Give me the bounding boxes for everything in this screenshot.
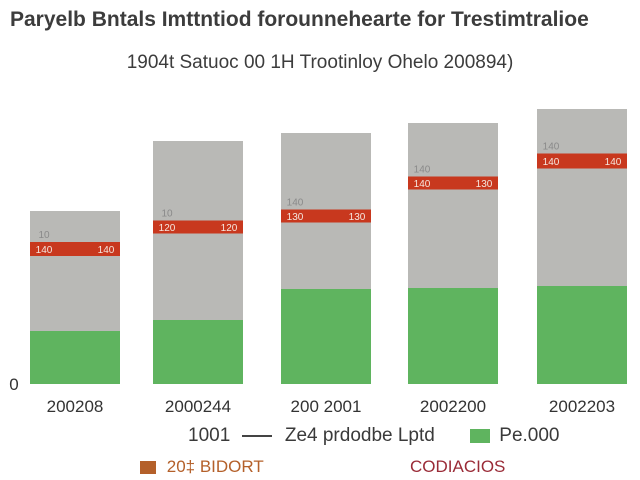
band-top-label: 10 xyxy=(161,209,173,220)
band-label-right: 130 xyxy=(476,179,493,190)
x-tick-label: 2000244 xyxy=(165,397,231,416)
legend-bottom-left: 20‡ BIDORT xyxy=(140,457,264,477)
band-label-right: 120 xyxy=(221,223,238,234)
legend-line-prefix: 1001 xyxy=(188,425,231,446)
bar-segment-grey xyxy=(30,211,120,331)
band-label-right: 140 xyxy=(98,245,115,256)
band-label-left: 130 xyxy=(287,212,304,223)
bar-segment-green xyxy=(408,288,498,384)
legend-bottom-left-label: 20‡ BIDORT xyxy=(166,457,264,476)
legend-bottom-right-label: CODIACIOS xyxy=(410,457,506,476)
bar-marker-band xyxy=(537,153,627,169)
band-label-left: 140 xyxy=(414,179,431,190)
bar-marker-band xyxy=(281,209,371,223)
legend-line-label: Ze4 prdodbe Lptd xyxy=(284,425,435,446)
x-tick-label: 2002203 xyxy=(549,397,615,416)
band-label-left: 140 xyxy=(543,157,560,168)
bar-marker-band xyxy=(30,242,120,256)
band-top-label: 140 xyxy=(543,142,560,153)
x-tick-label: 2002200 xyxy=(420,397,486,416)
y-tick-label: 0 xyxy=(9,375,18,394)
bar-segment-grey xyxy=(537,109,627,286)
band-top-label: 10 xyxy=(38,230,50,241)
bar-segment-green xyxy=(153,320,243,384)
legend-orange-swatch xyxy=(140,461,156,475)
band-label-right: 140 xyxy=(605,157,622,168)
band-label-left: 140 xyxy=(36,245,53,256)
x-tick-label: 200208 xyxy=(47,397,104,416)
bar-segment-green xyxy=(30,331,120,384)
chart-subtitle: 1904t Satuoc 00 1H Trootinloy Ohelo 2008… xyxy=(126,52,514,73)
chart-title: Paryelb Bntals Imttntiod forounnehearte … xyxy=(10,8,589,31)
band-label-left: 120 xyxy=(159,223,176,234)
bar-marker-band xyxy=(408,176,498,190)
legend-green-swatch xyxy=(470,428,490,443)
bar-segment-green xyxy=(281,289,371,384)
bar-marker-band xyxy=(153,220,243,234)
legend-green-label: Pe.000 xyxy=(499,425,560,446)
bar-segment-grey xyxy=(408,123,498,288)
x-tick-label: 200 2001 xyxy=(291,397,362,416)
legend-green-entry: Pe.000 xyxy=(470,425,560,447)
band-label-right: 130 xyxy=(349,212,366,223)
legend-line-icon xyxy=(241,434,272,437)
legend-bottom-right: CODIACIOS xyxy=(410,457,505,477)
bar-segment-green xyxy=(537,286,627,384)
band-top-label: 140 xyxy=(287,198,304,209)
band-top-label: 140 xyxy=(414,165,431,176)
legend-line-entry: 1001 Ze4 prdodbe Lptd xyxy=(188,425,435,447)
